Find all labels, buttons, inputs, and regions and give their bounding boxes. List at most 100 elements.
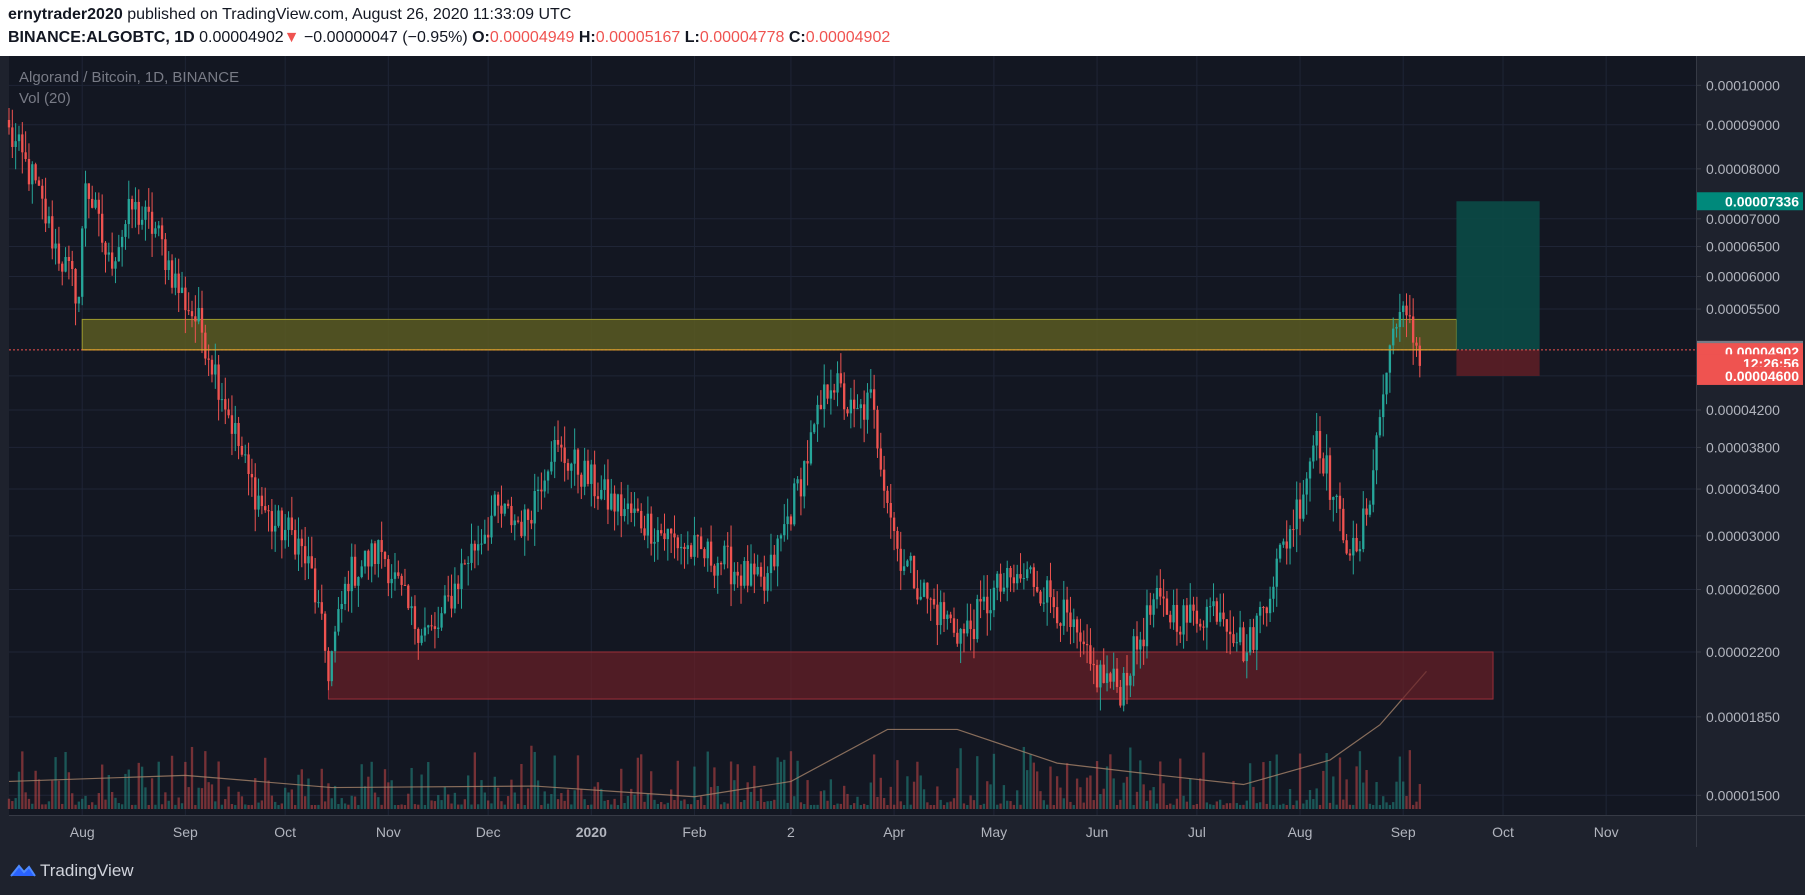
candle-body	[1049, 580, 1052, 598]
candle-body	[843, 383, 846, 410]
volume-bar	[986, 781, 989, 809]
volume-bar	[114, 797, 117, 809]
x-tick-label: 2	[787, 824, 795, 840]
volume-bar	[473, 752, 477, 809]
time-axis[interactable]: Aug Sep Oct Nov Dec 2020 Feb 2 Apr May Jun Jul Aug Se…	[70, 824, 1619, 840]
volume-bar	[630, 788, 633, 809]
candle-body	[1325, 455, 1328, 474]
volume-bar	[486, 800, 490, 809]
candle-body	[224, 399, 227, 410]
volume-bar	[267, 780, 270, 809]
volume-bar	[1055, 776, 1059, 809]
volume-bar	[703, 804, 706, 809]
volume-bar	[543, 791, 546, 809]
candle-body	[1045, 580, 1049, 603]
candle-body	[530, 519, 533, 524]
volume-bar	[37, 779, 41, 809]
candle-body	[1228, 631, 1232, 635]
long-stop-box	[1456, 349, 1540, 376]
volume-bar	[1332, 776, 1335, 809]
candle-body	[550, 461, 553, 472]
candle-body	[1378, 417, 1382, 436]
candle-body	[57, 243, 61, 264]
candle-body	[1065, 599, 1069, 613]
x-tick-label: May	[981, 824, 1007, 840]
volume-bar	[886, 804, 889, 809]
volume-bar	[207, 782, 210, 809]
volume-bar	[1075, 778, 1079, 809]
volume-indicator-label[interactable]: Vol (20)	[19, 90, 71, 107]
candle-body	[117, 247, 120, 262]
open-value: 0.00004949	[489, 29, 575, 46]
candle-body	[956, 632, 959, 644]
volume-bar	[570, 804, 573, 809]
candle-body	[693, 535, 696, 557]
tradingview-brand[interactable]: TradingView	[40, 861, 134, 880]
price-chart[interactable]: 0.00010000 0.00009000 0.00008000 0.00007000…	[0, 56, 1805, 847]
volume-bar	[819, 791, 823, 809]
volume-bar	[590, 804, 593, 809]
volume-bar	[1242, 804, 1245, 809]
candle-body	[81, 228, 84, 297]
candle-body	[47, 216, 51, 224]
volume-bar	[1328, 802, 1332, 809]
candle-body	[536, 489, 540, 492]
volume-bar	[872, 754, 876, 809]
candle-body	[706, 541, 709, 559]
volume-bar	[47, 801, 51, 809]
candle-body	[350, 556, 353, 592]
volume-bar	[813, 804, 816, 809]
volume-bar	[227, 786, 230, 809]
volume-bar	[902, 804, 906, 809]
author-name[interactable]: ernytrader2020	[8, 6, 123, 23]
candle-body	[1272, 586, 1275, 599]
volume-bars	[7, 670, 1427, 809]
candle-body	[1199, 623, 1202, 627]
volume-bar	[862, 803, 866, 809]
volume-bar	[926, 802, 929, 809]
volume-bar	[71, 793, 74, 809]
volume-bar	[736, 764, 739, 809]
volume-bar	[101, 764, 104, 809]
volume-bar	[1085, 777, 1089, 809]
plot-area[interactable]	[9, 56, 1696, 815]
candle-body	[563, 447, 566, 464]
volume-bar	[130, 804, 134, 809]
candle-body	[566, 463, 570, 471]
candle-body	[1112, 668, 1115, 682]
candle-body	[590, 464, 593, 484]
candle-body	[806, 461, 809, 464]
candle-body	[390, 578, 393, 584]
candle-body	[473, 543, 477, 551]
price-axis[interactable]: 0.00010000 0.00009000 0.00008000 0.00007000…	[1696, 77, 1780, 803]
volume-bar	[1059, 787, 1062, 809]
volume-bar	[74, 804, 77, 809]
volume-bar	[1382, 796, 1385, 809]
volume-bar	[1235, 803, 1238, 809]
candle-body	[656, 530, 660, 542]
symbol-label: BINANCE:ALGOBTC, 1D	[8, 29, 195, 46]
volume-bar	[277, 804, 280, 809]
candle-body	[1348, 553, 1352, 556]
volume-bar	[200, 788, 204, 809]
candle-body	[463, 563, 467, 565]
volume-bar	[1029, 754, 1032, 809]
tradingview-logo-icon[interactable]	[10, 863, 36, 879]
volume-bar	[137, 762, 140, 809]
volume-bar	[177, 797, 180, 809]
candle-body	[357, 577, 360, 586]
volume-bar	[367, 776, 370, 809]
candle-body	[447, 595, 450, 597]
x-tick-label: Sep	[1391, 824, 1416, 840]
volume-bar	[307, 778, 310, 809]
candle-body	[1022, 578, 1026, 580]
candle-body	[852, 399, 856, 409]
volume-bar	[340, 798, 343, 809]
candle-body	[989, 610, 992, 614]
volume-bar	[623, 803, 626, 809]
candle-body	[144, 206, 147, 220]
candle-body	[713, 565, 716, 576]
candle-body	[699, 536, 703, 550]
candle-body	[1105, 673, 1109, 683]
candle-body	[663, 533, 666, 540]
